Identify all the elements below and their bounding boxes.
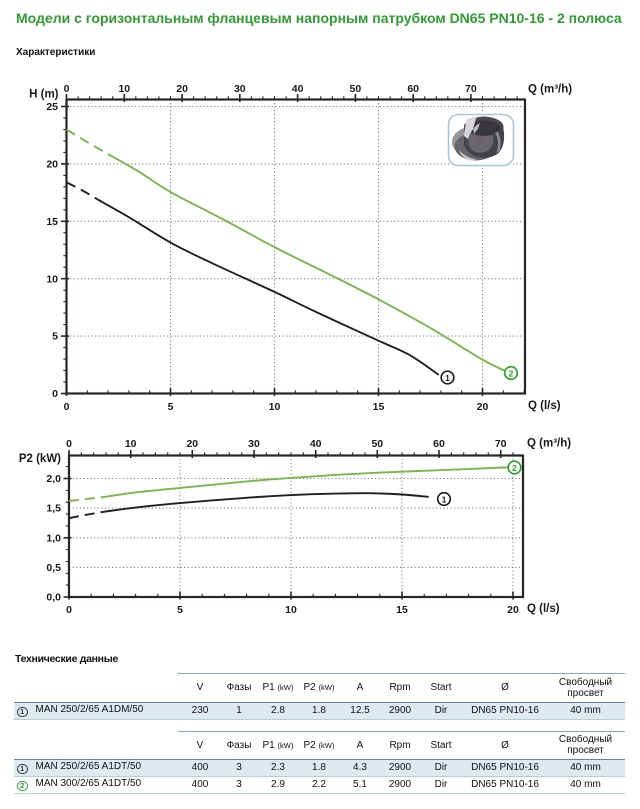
svg-text:20: 20	[507, 604, 519, 616]
svg-text:P2 (kW): P2 (kW)	[19, 453, 61, 465]
svg-text:20: 20	[477, 401, 489, 413]
svg-text:70: 70	[495, 438, 507, 450]
svg-text:0: 0	[52, 388, 58, 400]
svg-text:Q (m³/h): Q (m³/h)	[527, 438, 571, 450]
svg-text:25: 25	[46, 101, 58, 113]
svg-text:10: 10	[285, 604, 297, 616]
svg-text:2: 2	[509, 369, 514, 379]
svg-text:0,0: 0,0	[46, 592, 61, 604]
svg-text:5: 5	[168, 401, 174, 413]
svg-text:1,5: 1,5	[46, 503, 61, 515]
svg-text:H (m): H (m)	[29, 89, 59, 101]
svg-text:20: 20	[186, 438, 198, 450]
svg-text:30: 30	[234, 83, 246, 95]
svg-text:10: 10	[46, 273, 58, 285]
svg-text:60: 60	[407, 83, 419, 95]
svg-text:70: 70	[465, 83, 477, 95]
svg-text:Q (l/s): Q (l/s)	[527, 603, 560, 615]
svg-text:10: 10	[118, 83, 130, 95]
svg-text:10: 10	[269, 401, 281, 413]
svg-text:1,0: 1,0	[46, 532, 61, 544]
svg-text:15: 15	[396, 604, 408, 616]
svg-text:2: 2	[512, 463, 517, 473]
svg-text:50: 50	[350, 83, 362, 95]
svg-text:50: 50	[371, 438, 383, 450]
svg-text:60: 60	[433, 438, 445, 450]
svg-text:0: 0	[66, 438, 72, 450]
svg-text:0: 0	[64, 83, 70, 95]
svg-text:20: 20	[176, 83, 188, 95]
svg-text:5: 5	[52, 331, 58, 343]
svg-text:40: 40	[292, 83, 304, 95]
svg-text:5: 5	[177, 604, 183, 616]
svg-text:0,5: 0,5	[46, 562, 61, 574]
svg-text:15: 15	[373, 401, 385, 413]
svg-text:0: 0	[64, 401, 70, 413]
svg-text:10: 10	[125, 438, 137, 450]
svg-text:15: 15	[46, 216, 58, 228]
svg-text:1: 1	[445, 373, 450, 383]
svg-text:40: 40	[310, 438, 322, 450]
svg-text:2,0: 2,0	[46, 473, 61, 485]
svg-text:1: 1	[442, 495, 447, 505]
svg-text:Q (l/s): Q (l/s)	[528, 400, 561, 412]
svg-text:20: 20	[46, 159, 58, 171]
svg-text:Q (m³/h): Q (m³/h)	[528, 84, 572, 96]
svg-text:0: 0	[66, 604, 72, 616]
svg-text:30: 30	[248, 438, 260, 450]
